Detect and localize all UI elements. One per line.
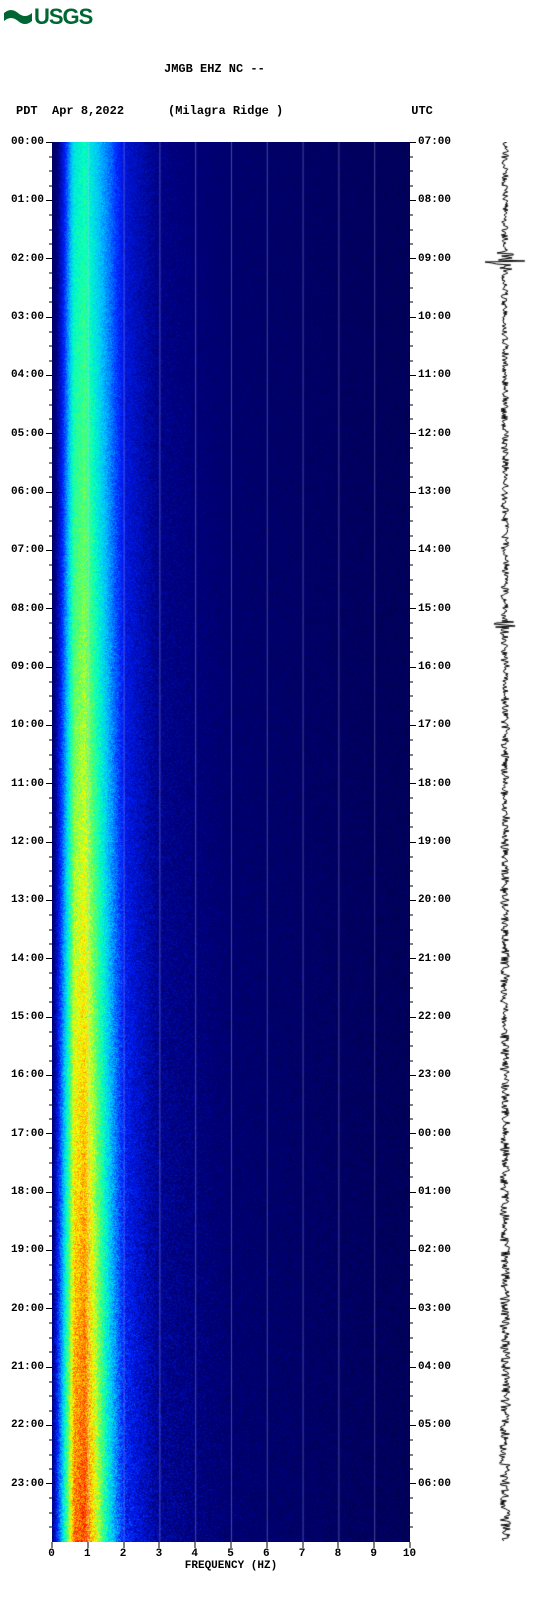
y-tick-left: 03:00 [0, 311, 52, 323]
plot-header: JMGB EHZ NC -- PDT Apr 8,2022 (Milagra Ri… [0, 34, 552, 132]
y-tick-right: 11:00 [410, 369, 462, 381]
y-tick-left: 06:00 [0, 486, 52, 498]
y-tick-right: 03:00 [410, 1303, 462, 1315]
y-tick-right: 08:00 [410, 194, 462, 206]
y-tick-left: 13:00 [0, 894, 52, 906]
y-tick-right: 15:00 [410, 603, 462, 615]
tz-left-label: PDT [16, 104, 38, 118]
seismogram [470, 142, 540, 1542]
y-tick-left: 20:00 [0, 1303, 52, 1315]
y-tick-left: 05:00 [0, 428, 52, 440]
x-tick: 1 [87, 1542, 88, 1548]
y-tick-left: 10:00 [0, 719, 52, 731]
y-tick-right: 23:00 [410, 1069, 462, 1081]
y-tick-left: 21:00 [0, 1361, 52, 1373]
y-tick-right: 05:00 [410, 1419, 462, 1431]
y-tick-left: 12:00 [0, 836, 52, 848]
station-code: JMGB EHZ NC -- [164, 62, 265, 76]
y-tick-right: 12:00 [410, 428, 462, 440]
y-tick-right: 10:00 [410, 311, 462, 323]
y-tick-left: 16:00 [0, 1069, 52, 1081]
y-tick-left: 07:00 [0, 544, 52, 556]
x-tick: 7 [302, 1542, 303, 1548]
y-tick-left: 11:00 [0, 778, 52, 790]
x-axis: FREQUENCY (HZ) 0 1 2 3 4 5 6 7 8 9 10 [52, 1542, 410, 1582]
y-tick-left: 00:00 [0, 136, 52, 148]
spectrogram [52, 142, 410, 1542]
x-tick: 6 [266, 1542, 267, 1548]
y-tick-left: 22:00 [0, 1419, 52, 1431]
header-line-2: PDT Apr 8,2022 (Milagra Ridge ) UTC [6, 104, 552, 118]
y-tick-left: 02:00 [0, 253, 52, 265]
y-tick-left: 18:00 [0, 1186, 52, 1198]
x-tick: 2 [123, 1542, 124, 1548]
y-tick-right: 06:00 [410, 1478, 462, 1490]
date-label: Apr 8,2022 [52, 104, 124, 118]
y-tick-left: 04:00 [0, 369, 52, 381]
y-tick-right: 22:00 [410, 1011, 462, 1023]
y-tick-right: 09:00 [410, 253, 462, 265]
y-tick-left: 23:00 [0, 1478, 52, 1490]
y-tick-right: 02:00 [410, 1244, 462, 1256]
x-tick: 8 [338, 1542, 339, 1548]
x-tick: 9 [374, 1542, 375, 1548]
y-tick-left: 01:00 [0, 194, 52, 206]
y-tick-right: 04:00 [410, 1361, 462, 1373]
y-tick-left: 08:00 [0, 603, 52, 615]
wave-icon [4, 7, 32, 27]
y-tick-right: 21:00 [410, 953, 462, 965]
site-label: (Milagra Ridge ) [168, 104, 283, 118]
y-tick-right: 00:00 [410, 1128, 462, 1140]
tz-right-label: UTC [411, 104, 433, 118]
x-tick: 3 [159, 1542, 160, 1548]
x-tick: 5 [231, 1542, 232, 1548]
y-tick-left: 19:00 [0, 1244, 52, 1256]
y-tick-right: 17:00 [410, 719, 462, 731]
x-axis-title: FREQUENCY (HZ) [52, 1560, 410, 1572]
header-line-1: JMGB EHZ NC -- [6, 62, 552, 76]
y-tick-left: 17:00 [0, 1128, 52, 1140]
y-tick-left: 14:00 [0, 953, 52, 965]
x-tick: 0 [52, 1542, 53, 1548]
y-tick-right: 13:00 [410, 486, 462, 498]
y-tick-right: 19:00 [410, 836, 462, 848]
y-tick-right: 20:00 [410, 894, 462, 906]
logo-text: USGS [34, 4, 92, 30]
y-axis-left: 00:0001:0002:0003:0004:0005:0006:0007:00… [0, 142, 52, 1542]
y-tick-right: 18:00 [410, 778, 462, 790]
x-tick: 4 [195, 1542, 196, 1548]
y-tick-left: 09:00 [0, 661, 52, 673]
y-tick-right: 14:00 [410, 544, 462, 556]
y-tick-right: 16:00 [410, 661, 462, 673]
y-axis-right: 07:0008:0009:0010:0011:0012:0013:0014:00… [410, 142, 462, 1542]
y-tick-left: 15:00 [0, 1011, 52, 1023]
y-tick-right: 01:00 [410, 1186, 462, 1198]
x-tick: 10 [410, 1542, 411, 1548]
usgs-logo: USGS [0, 0, 552, 34]
plot-area: 00:00 01:00 02:00 03:00 04:00 05:00 06:00 07:00… [0, 132, 552, 1592]
y-tick-right: 07:00 [410, 136, 462, 148]
